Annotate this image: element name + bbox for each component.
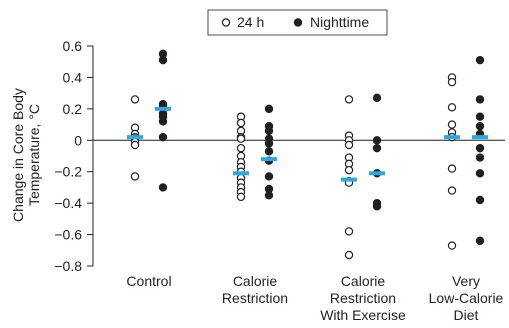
y-tick-label: 0 [74, 132, 82, 148]
data-point [372, 143, 382, 153]
data-point [264, 139, 274, 148]
legend-marker-24h [221, 18, 231, 27]
x-category-label: Low-Calorie [429, 290, 504, 306]
data-point [236, 143, 246, 153]
y-tick-label: 0.4 [63, 69, 83, 85]
data-point [130, 172, 140, 181]
data-points [130, 49, 485, 260]
data-point [372, 202, 382, 211]
data-point [344, 165, 354, 175]
data-point [447, 103, 457, 112]
data-point [447, 241, 457, 250]
data-point [158, 55, 168, 65]
y-axis-title-line-1: Change in Core Body [10, 88, 26, 222]
data-point [475, 169, 485, 178]
x-category-label: Restriction [330, 290, 396, 306]
x-category-label: Control [126, 273, 171, 289]
data-point [344, 140, 354, 150]
data-point [236, 134, 246, 143]
data-point [447, 120, 457, 129]
y-tick-label: −0.2 [54, 164, 82, 180]
x-category-label: Very [452, 273, 480, 289]
data-point [130, 140, 140, 150]
y-tick-label: −0.8 [54, 258, 82, 274]
data-point [264, 191, 274, 200]
data-point [264, 172, 274, 181]
data-point [447, 164, 457, 173]
data-point [130, 95, 140, 104]
data-point [344, 250, 354, 260]
data-point [475, 143, 485, 153]
data-point [447, 77, 457, 87]
data-point [236, 192, 246, 202]
legend-label-24h: 24 h [237, 14, 264, 30]
data-point [344, 95, 354, 104]
data-point [475, 153, 485, 162]
legend: 24 h Nighttime [207, 9, 388, 36]
data-point [372, 136, 382, 145]
data-point [236, 118, 246, 128]
data-point [475, 95, 485, 104]
data-point [475, 55, 485, 65]
data-point [475, 236, 485, 246]
data-point [158, 132, 168, 142]
data-point [447, 186, 457, 195]
data-point [475, 121, 485, 131]
data-point [475, 112, 485, 121]
y-axis-title-line-2: Temperature, °C [26, 104, 42, 206]
data-point [264, 126, 274, 136]
x-category-label: Calorie [233, 273, 278, 289]
y-tick-label: 0.2 [63, 101, 83, 117]
y-axis-title: Change in Core Body Temperature, °C [10, 88, 42, 222]
median-markers [127, 106, 488, 182]
x-category-label: Restriction [222, 290, 288, 306]
x-category-label: Calorie [341, 273, 386, 289]
data-point [158, 183, 168, 192]
data-point [158, 117, 168, 126]
y-tick-label: 0.6 [63, 38, 83, 54]
legend-marker-nighttime [293, 18, 303, 27]
x-category-label: With Exercise [320, 307, 406, 323]
data-point [264, 104, 274, 114]
data-point [264, 147, 274, 156]
y-tick-label: −0.6 [54, 227, 82, 243]
x-category-label: Diet [454, 307, 479, 323]
data-point [475, 195, 485, 205]
data-point [344, 227, 354, 236]
axes: 0.6 0.4 0.2 0 −0.2 −0.4 −0.6 −0.8 Control Calorie… [54, 38, 505, 323]
legend-label-nighttime: Nighttime [310, 14, 369, 30]
data-point [372, 93, 382, 103]
y-tick-label: −0.4 [54, 195, 82, 211]
